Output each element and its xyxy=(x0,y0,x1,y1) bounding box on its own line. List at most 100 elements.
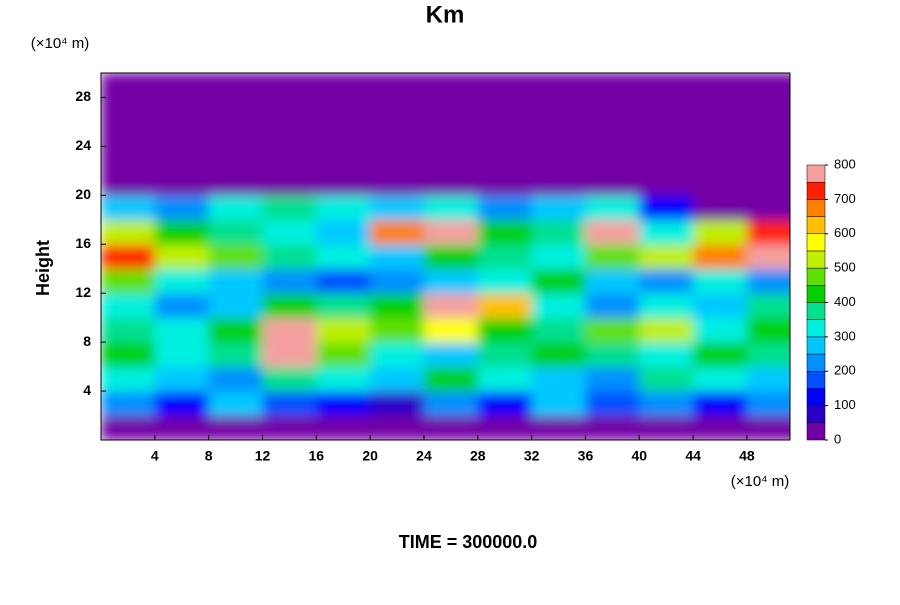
field-cell xyxy=(477,366,533,392)
field-cell xyxy=(639,317,694,343)
field-cell xyxy=(208,366,263,392)
field-cell xyxy=(101,244,156,270)
field-cell xyxy=(423,121,479,147)
field-cell xyxy=(639,293,694,319)
colorbar-segment xyxy=(806,405,826,424)
field-cell xyxy=(639,268,694,294)
field-cell xyxy=(316,195,371,221)
field-cell xyxy=(477,195,533,221)
field-cell xyxy=(585,195,640,221)
field-cell xyxy=(101,391,156,417)
field-cell xyxy=(154,317,210,343)
colorbar-segment xyxy=(806,353,826,372)
field-cell xyxy=(101,317,156,343)
field-cell xyxy=(746,146,790,172)
field-cell xyxy=(101,97,156,123)
field-cell xyxy=(154,293,210,319)
x-tick-label: 8 xyxy=(205,448,213,464)
field-cell xyxy=(531,415,586,440)
field-cell xyxy=(477,293,533,319)
field-cell xyxy=(101,342,156,368)
field-cell xyxy=(208,219,263,245)
field-cell xyxy=(585,268,640,294)
x-tick-label: 4 xyxy=(151,448,159,464)
field-cell xyxy=(316,293,371,319)
field-cell xyxy=(262,317,317,343)
field-cell xyxy=(154,121,210,147)
field-cell xyxy=(101,293,156,319)
colorbar-tick-label: 200 xyxy=(834,363,856,378)
colorbar-tick-label: 600 xyxy=(834,225,856,240)
field-cell xyxy=(531,317,586,343)
field-cell xyxy=(154,73,210,98)
field-cell xyxy=(101,195,156,221)
field-cell xyxy=(101,170,156,196)
field-cell xyxy=(746,268,790,294)
field-cell xyxy=(262,391,317,417)
field-cell xyxy=(262,415,317,440)
field-cell xyxy=(746,293,790,319)
field-cell xyxy=(208,146,263,172)
field-cell xyxy=(477,268,533,294)
colorbar-tick-label: 500 xyxy=(834,260,856,275)
field-cell xyxy=(585,146,640,172)
field xyxy=(101,73,790,440)
x-tick-label: 36 xyxy=(578,448,594,464)
field-cell xyxy=(154,342,210,368)
field-cell xyxy=(370,195,425,221)
colorbar-segment xyxy=(806,216,826,234)
x-tick-label: 40 xyxy=(631,448,647,464)
colorbar-tick-label: 400 xyxy=(834,294,856,309)
x-tick-label: 44 xyxy=(685,448,701,464)
field-cell xyxy=(370,317,425,343)
x-tick-label: 16 xyxy=(309,448,325,464)
field-cell xyxy=(693,97,748,123)
field-cell xyxy=(585,97,640,123)
field-cell xyxy=(585,415,640,440)
field-cell xyxy=(423,219,479,245)
field-cell xyxy=(477,219,533,245)
field-cell xyxy=(370,146,425,172)
field-cell xyxy=(423,146,479,172)
field-cell xyxy=(370,244,425,270)
y-tick-label: 12 xyxy=(75,284,91,300)
field-cell xyxy=(639,170,694,196)
field-cell xyxy=(208,415,263,440)
field-cell xyxy=(693,317,748,343)
field-cell xyxy=(531,73,586,98)
field-cell xyxy=(101,366,156,392)
x-tick-label: 28 xyxy=(470,448,486,464)
field-cell xyxy=(531,195,586,221)
field-cell xyxy=(423,195,479,221)
field-cell xyxy=(693,121,748,147)
field-cell xyxy=(154,268,210,294)
field-cell xyxy=(154,97,210,123)
colorbar-segment xyxy=(806,336,826,355)
field-cell xyxy=(154,195,210,221)
field-cell xyxy=(370,342,425,368)
field-cell xyxy=(693,195,748,221)
field-cell xyxy=(693,366,748,392)
field-cell xyxy=(423,366,479,392)
field-cell xyxy=(746,317,790,343)
field-cell xyxy=(101,415,156,440)
colorbar-segment xyxy=(806,250,826,269)
annotation: TIME = 300000.0 xyxy=(399,532,538,552)
field-cell xyxy=(693,170,748,196)
field-cell xyxy=(316,244,371,270)
field-cell xyxy=(208,268,263,294)
field-cell xyxy=(316,317,371,343)
field-cell xyxy=(639,121,694,147)
field-cell xyxy=(477,97,533,123)
field-cell xyxy=(531,244,586,270)
field-cell xyxy=(208,317,263,343)
field-cell xyxy=(693,293,748,319)
field-cell xyxy=(370,268,425,294)
field-cell xyxy=(639,244,694,270)
field-cell xyxy=(531,268,586,294)
field-cell xyxy=(154,244,210,270)
field-cell xyxy=(746,342,790,368)
field-cell xyxy=(585,317,640,343)
chart-title: Km xyxy=(426,1,465,28)
